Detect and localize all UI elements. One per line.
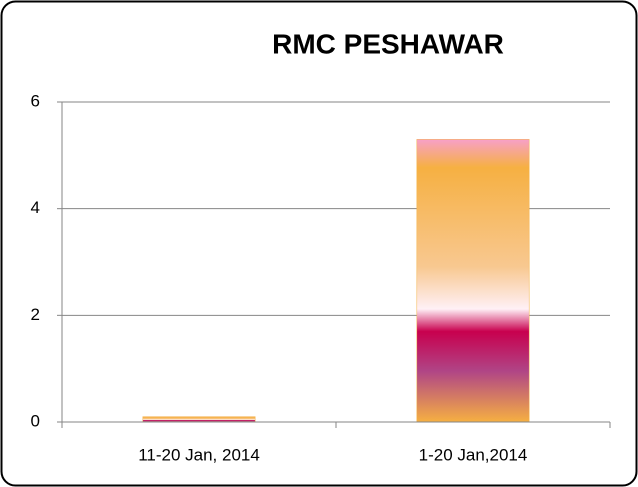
y-tick-label: 4: [31, 198, 40, 217]
y-tick-label: 0: [31, 411, 40, 430]
y-tick-label: 2: [31, 305, 40, 324]
y-tick-label: 6: [31, 91, 40, 110]
chart-title: RMC PESHAWAR: [272, 28, 504, 59]
bar: [142, 416, 256, 423]
x-tick-label: 11-20 Jan, 2014: [138, 445, 260, 464]
x-tick-label: 1-20 Jan,2014: [419, 445, 528, 464]
bar: [416, 139, 530, 423]
